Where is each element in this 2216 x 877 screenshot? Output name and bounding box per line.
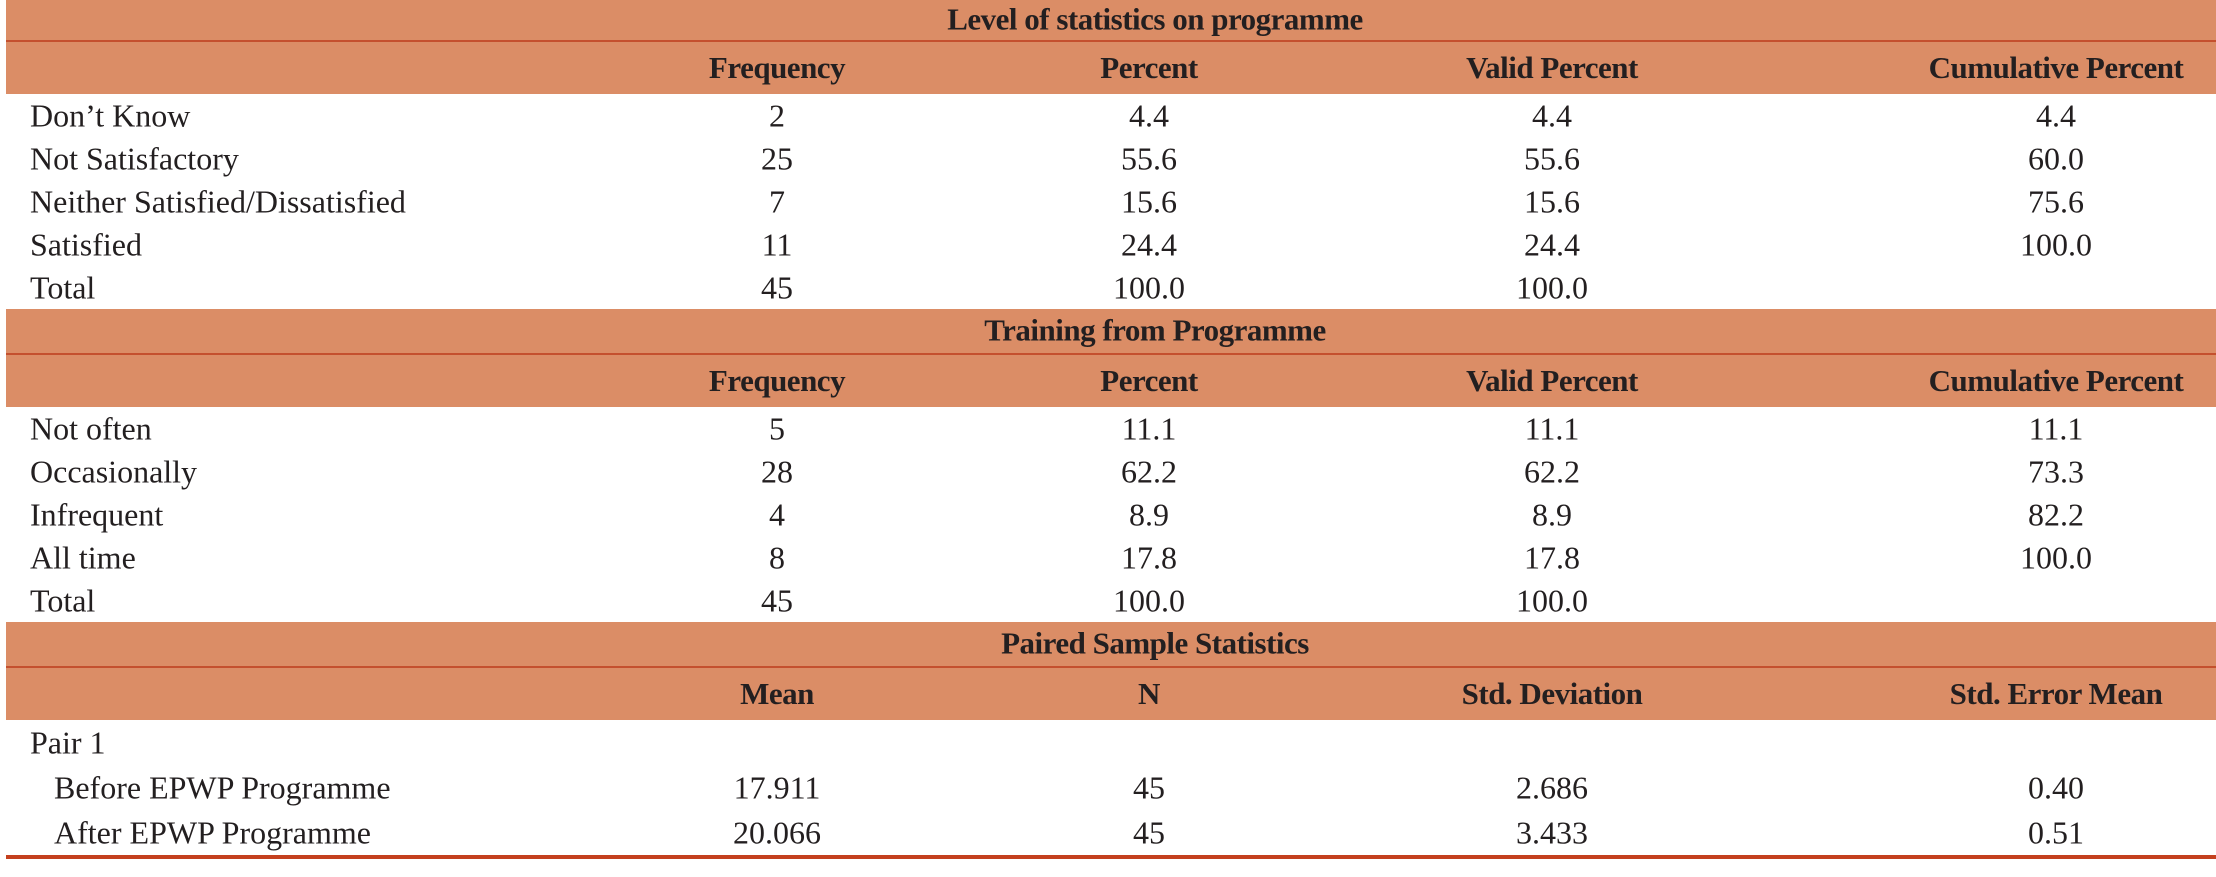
training-table: Training from Programme Frequency Percent V… <box>6 309 2216 622</box>
level-of-statistics-table: Level of statistics on programme Frequenc… <box>6 0 2216 309</box>
table-row: Not often 5 11.1 11.1 11.1 <box>6 407 2216 450</box>
column-header: Std. Error Mean <box>1949 676 2163 711</box>
cell-value: 4.4 <box>2036 97 2076 133</box>
cell-value: 100.0 <box>1113 582 1185 618</box>
cell-value: 100.0 <box>2020 226 2092 262</box>
row-label: Pair 1 <box>30 724 106 760</box>
table-row: Neither Satisfied/Dissatisfied 7 15.6 15.6 7… <box>6 180 2216 223</box>
cell-value: 4.4 <box>1129 97 1169 133</box>
cell-value: 15.6 <box>1121 183 1177 219</box>
column-header: Frequency <box>708 50 846 85</box>
column-header: Std. Deviation <box>1461 676 1643 711</box>
column-header: Valid Percent <box>1466 50 1638 85</box>
header-row: Frequency Percent Valid Percent Cumulative … <box>6 355 2216 407</box>
cell-value: 4 <box>769 496 785 532</box>
table-row: Total 45 100.0 100.0 <box>6 266 2216 309</box>
table-row: Infrequent 4 8.9 8.9 82.2 <box>6 493 2216 536</box>
cell-value: 62.2 <box>1524 453 1580 489</box>
cell-value: 11 <box>761 226 793 262</box>
cell-value: 75.6 <box>2028 183 2084 219</box>
table-title: Level of statistics on programme <box>947 1 1363 37</box>
cell-value: 24.4 <box>1524 226 1580 262</box>
cell-value: 45 <box>761 582 793 618</box>
cell-value: 11.1 <box>2028 410 2084 446</box>
cell-value: 55.6 <box>1121 140 1177 176</box>
table-row: Satisfied 11 24.4 24.4 100.0 <box>6 223 2216 266</box>
table-title: Paired Sample Statistics <box>1001 625 1309 661</box>
cell-value: 45 <box>761 269 793 305</box>
table-row: All time 8 17.8 17.8 100.0 <box>6 536 2216 579</box>
bottom-rule <box>6 855 2216 859</box>
cell-value: 5 <box>769 410 785 446</box>
cell-value: 62.2 <box>1121 453 1177 489</box>
column-header: Mean <box>740 676 814 711</box>
cell-value: 8.9 <box>1532 496 1572 532</box>
cell-value: 2.686 <box>1516 769 1588 805</box>
cell-value: 100.0 <box>2020 539 2092 575</box>
row-label: Total <box>30 582 96 618</box>
column-header: Valid Percent <box>1466 363 1638 398</box>
cell-value: 8 <box>769 539 785 575</box>
cell-value: 100.0 <box>1113 269 1185 305</box>
row-label: Neither Satisfied/Dissatisfied <box>30 183 406 219</box>
column-header: Percent <box>1100 50 1198 85</box>
cell-value: 45 <box>1133 769 1165 805</box>
row-label: Satisfied <box>30 226 142 262</box>
cell-value: 15.6 <box>1524 183 1580 219</box>
cell-value: 17.911 <box>733 769 821 805</box>
table-title: Training from Programme <box>984 312 1326 348</box>
cell-value: 55.6 <box>1524 140 1580 176</box>
cell-value: 3.433 <box>1516 814 1588 850</box>
table-row: Total 45 100.0 100.0 <box>6 579 2216 622</box>
table-row: Occasionally 28 62.2 62.2 73.3 <box>6 450 2216 493</box>
row-label: Infrequent <box>30 496 164 532</box>
row-label: Occasionally <box>30 453 198 489</box>
column-header: Cumulative Percent <box>1928 50 2184 85</box>
cell-value: 100.0 <box>1516 582 1588 618</box>
cell-value: 100.0 <box>1516 269 1588 305</box>
cell-value: 73.3 <box>2028 453 2084 489</box>
table-row: Not Satisfactory 25 55.6 55.6 60.0 <box>6 137 2216 180</box>
column-header: Frequency <box>708 363 846 398</box>
cell-value: 25 <box>761 140 793 176</box>
table-title-row: Level of statistics on programme <box>6 0 2216 42</box>
cell-value: 17.8 <box>1121 539 1177 575</box>
cell-value: 24.4 <box>1121 226 1177 262</box>
row-label: After EPWP Programme <box>54 814 371 850</box>
cell-value: 20.066 <box>733 814 821 850</box>
header-row: Mean N Std. Deviation Std. Error Mean <box>6 668 2216 720</box>
cell-value: 7 <box>769 183 785 219</box>
row-label: All time <box>30 539 136 575</box>
statistics-tables: Level of statistics on programme Frequenc… <box>6 0 2216 859</box>
cell-value: 0.40 <box>2028 769 2084 805</box>
row-label: Total <box>30 269 96 305</box>
table-title-row: Paired Sample Statistics <box>6 622 2216 668</box>
row-label: Don’t Know <box>30 97 191 133</box>
cell-value: 2 <box>769 97 785 133</box>
table-row: Pair 1 <box>6 720 2216 765</box>
row-label: Not often <box>30 410 152 446</box>
paired-sample-table: Paired Sample Statistics Mean N Std. Deviat… <box>6 622 2216 855</box>
cell-value: 11.1 <box>1524 410 1580 446</box>
table-row: After EPWP Programme 20.066 45 3.433 0.51 <box>6 810 2216 855</box>
table-row: Before EPWP Programme 17.911 45 2.686 0.40 <box>6 765 2216 810</box>
cell-value: 8.9 <box>1129 496 1169 532</box>
cell-value: 11.1 <box>1121 410 1177 446</box>
row-label: Not Satisfactory <box>30 140 239 176</box>
cell-value: 17.8 <box>1524 539 1580 575</box>
table-title-row: Training from Programme <box>6 309 2216 355</box>
column-header: Percent <box>1100 363 1198 398</box>
cell-value: 4.4 <box>1532 97 1572 133</box>
cell-value: 45 <box>1133 814 1165 850</box>
table-row: Don’t Know 2 4.4 4.4 4.4 <box>6 94 2216 137</box>
column-header: N <box>1138 676 1160 711</box>
row-label: Before EPWP Programme <box>54 769 391 805</box>
header-row: Frequency Percent Valid Percent Cumulative … <box>6 42 2216 94</box>
cell-value: 0.51 <box>2028 814 2084 850</box>
cell-value: 82.2 <box>2028 496 2084 532</box>
cell-value: 28 <box>761 453 793 489</box>
cell-value: 60.0 <box>2028 140 2084 176</box>
column-header: Cumulative Percent <box>1928 363 2184 398</box>
